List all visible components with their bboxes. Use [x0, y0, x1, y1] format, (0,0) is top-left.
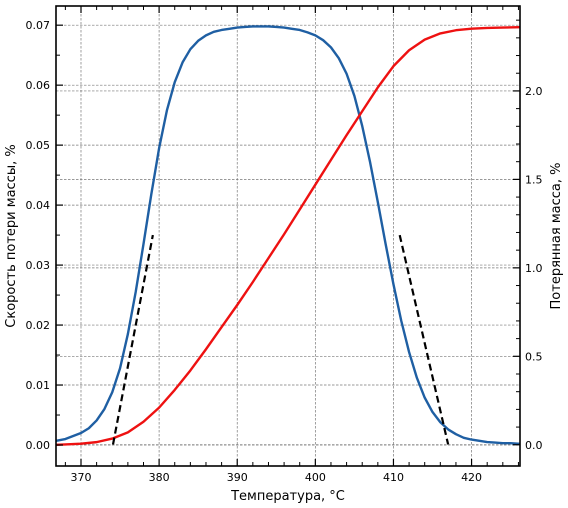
x-tick-label: 380 [149, 471, 170, 484]
y-axis-left-label: Скорость потери массы, % [4, 144, 19, 327]
y-right-tick-label: 0.0 [525, 439, 543, 452]
x-axis-label: Температура, °C [230, 489, 345, 504]
tangent-line-3 [398, 234, 450, 445]
y-axis-right-label: Потерянная масса, % [549, 163, 564, 310]
x-tick-label: 370 [70, 471, 91, 484]
x-tick-label: 410 [383, 471, 404, 484]
y-left-tick-label: 0.02 [26, 319, 51, 332]
x-tick-label: 400 [305, 471, 326, 484]
y-left-tick-label: 0.05 [26, 139, 51, 152]
y-right-tick-label: 2.0 [525, 85, 543, 98]
x-tick-label: 390 [227, 471, 248, 484]
grid [56, 6, 520, 466]
series-line-0 [56, 25, 520, 446]
y-right-tick-label: 0.5 [525, 350, 543, 363]
tangent-line-2 [111, 234, 154, 445]
ticks: 370 380 390 400 410 420 0.00 0.01 0.02 0.03 0.04 0.… [26, 6, 543, 484]
y-left-tick-label: 0.06 [26, 79, 51, 92]
x-tick-label: 420 [461, 471, 482, 484]
y-left-tick-label: 0.04 [26, 199, 51, 212]
y-left-tick-label: 0.01 [26, 379, 51, 392]
series-layer [56, 25, 520, 446]
y-left-tick-label: 0.03 [26, 259, 51, 272]
plot-frame [55, 5, 521, 467]
y-right-tick-label: 1.5 [525, 173, 543, 186]
y-left-tick-label: 0.00 [26, 439, 51, 452]
y-right-tick-label: 1.0 [525, 262, 543, 275]
y-left-tick-label: 0.07 [26, 19, 51, 32]
series-line-1 [56, 26, 520, 446]
